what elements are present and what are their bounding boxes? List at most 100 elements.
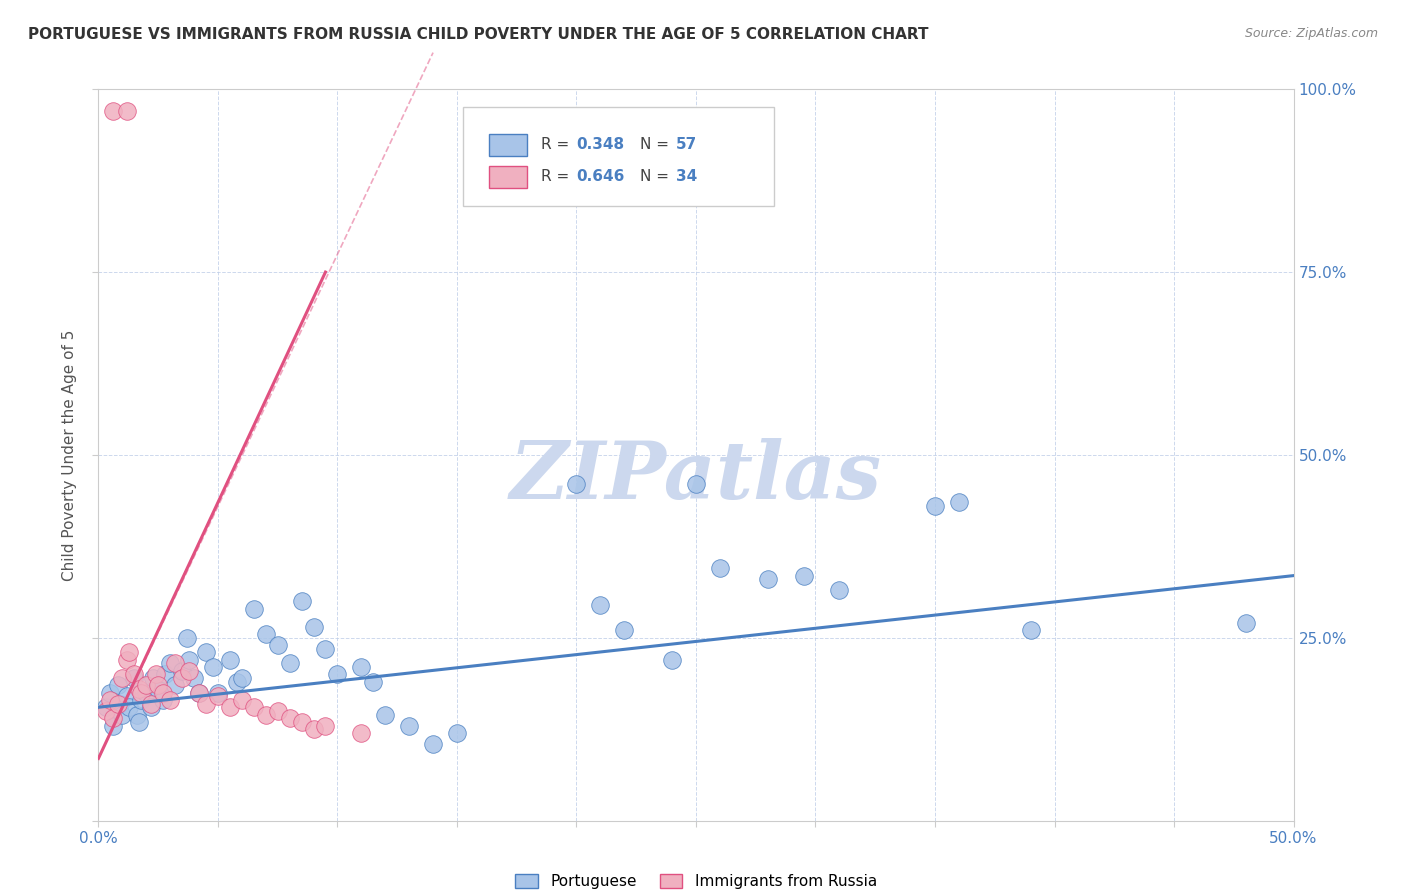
Portuguese (924, 499, 946, 513)
Immigrants from Russia (135, 678, 157, 692)
Portuguese (108, 697, 131, 711)
FancyBboxPatch shape (463, 108, 773, 206)
Portuguese (115, 690, 138, 704)
Portuguese (226, 674, 249, 689)
Portuguese (315, 641, 337, 656)
Portuguese (124, 671, 146, 685)
Immigrants from Russia (207, 690, 229, 704)
Immigrants from Russia (315, 718, 337, 732)
Immigrants from Russia (145, 667, 167, 681)
Immigrants from Russia (267, 704, 290, 718)
Text: N =: N = (640, 137, 673, 153)
Portuguese (179, 653, 201, 667)
Portuguese (152, 693, 174, 707)
Portuguese (254, 627, 277, 641)
Portuguese (219, 653, 242, 667)
Portuguese (278, 657, 301, 671)
Portuguese (135, 686, 157, 700)
Portuguese (202, 660, 225, 674)
Portuguese (163, 678, 186, 692)
Immigrants from Russia (254, 707, 277, 722)
Immigrants from Russia (115, 104, 138, 119)
Portuguese (661, 653, 683, 667)
Portuguese (176, 631, 198, 645)
Immigrants from Russia (101, 711, 124, 725)
Portuguese (948, 495, 970, 509)
Portuguese (398, 718, 420, 732)
Portuguese (111, 707, 134, 722)
Portuguese (194, 645, 218, 659)
Portuguese (291, 594, 314, 608)
Text: Source: ZipAtlas.com: Source: ZipAtlas.com (1244, 27, 1378, 40)
Text: R =: R = (540, 169, 574, 185)
Legend: Portuguese, Immigrants from Russia: Portuguese, Immigrants from Russia (508, 867, 884, 892)
Portuguese (1019, 624, 1042, 638)
Text: 57: 57 (676, 137, 697, 153)
Immigrants from Russia (124, 667, 146, 681)
Portuguese (363, 674, 385, 689)
Immigrants from Russia (278, 711, 301, 725)
Portuguese (243, 601, 266, 615)
Immigrants from Russia (128, 681, 150, 696)
Immigrants from Russia (107, 697, 129, 711)
Portuguese (142, 671, 165, 685)
Immigrants from Russia (115, 653, 138, 667)
Portuguese (589, 598, 612, 612)
Portuguese (101, 718, 124, 732)
Portuguese (94, 700, 117, 714)
Immigrants from Russia (172, 671, 194, 685)
Portuguese (267, 638, 290, 652)
Immigrants from Russia (101, 104, 124, 119)
Portuguese (685, 477, 707, 491)
Immigrants from Russia (139, 697, 162, 711)
Portuguese (172, 664, 194, 678)
Immigrants from Russia (350, 726, 373, 740)
Portuguese (756, 572, 779, 586)
Text: ZIPatlas: ZIPatlas (510, 438, 882, 516)
Text: 0.348: 0.348 (576, 137, 624, 153)
Immigrants from Russia (163, 657, 186, 671)
Portuguese (98, 686, 122, 700)
Portuguese (187, 686, 209, 700)
Portuguese (422, 737, 444, 751)
Portuguese (446, 726, 468, 740)
FancyBboxPatch shape (489, 166, 527, 188)
Portuguese (128, 714, 150, 729)
Portuguese (828, 583, 851, 598)
Portuguese (565, 477, 588, 491)
Immigrants from Russia (179, 664, 201, 678)
FancyBboxPatch shape (489, 134, 527, 156)
Portuguese (207, 686, 229, 700)
Portuguese (159, 657, 181, 671)
Portuguese (350, 660, 373, 674)
Text: PORTUGUESE VS IMMIGRANTS FROM RUSSIA CHILD POVERTY UNDER THE AGE OF 5 CORRELATIO: PORTUGUESE VS IMMIGRANTS FROM RUSSIA CHI… (28, 27, 928, 42)
Portuguese (302, 620, 325, 634)
Immigrants from Russia (98, 693, 122, 707)
Portuguese (231, 671, 253, 685)
Immigrants from Russia (118, 645, 141, 659)
Immigrants from Russia (302, 723, 325, 737)
Portuguese (709, 561, 731, 575)
Portuguese (793, 568, 815, 582)
Immigrants from Russia (94, 704, 117, 718)
Immigrants from Russia (219, 700, 242, 714)
Immigrants from Russia (231, 693, 253, 707)
Portuguese (148, 681, 170, 696)
Immigrants from Russia (243, 700, 266, 714)
Immigrants from Russia (148, 678, 170, 692)
Text: R =: R = (540, 137, 574, 153)
Portuguese (131, 693, 153, 707)
Y-axis label: Child Poverty Under the Age of 5: Child Poverty Under the Age of 5 (62, 329, 77, 581)
Portuguese (118, 700, 141, 714)
Portuguese (125, 707, 148, 722)
Portuguese (139, 700, 162, 714)
Portuguese (107, 678, 129, 692)
Immigrants from Russia (152, 686, 174, 700)
Immigrants from Russia (111, 671, 134, 685)
Portuguese (374, 707, 396, 722)
Immigrants from Russia (291, 714, 314, 729)
Portuguese (183, 671, 205, 685)
Portuguese (155, 667, 177, 681)
Portuguese (1234, 616, 1257, 631)
Text: 0.646: 0.646 (576, 169, 624, 185)
